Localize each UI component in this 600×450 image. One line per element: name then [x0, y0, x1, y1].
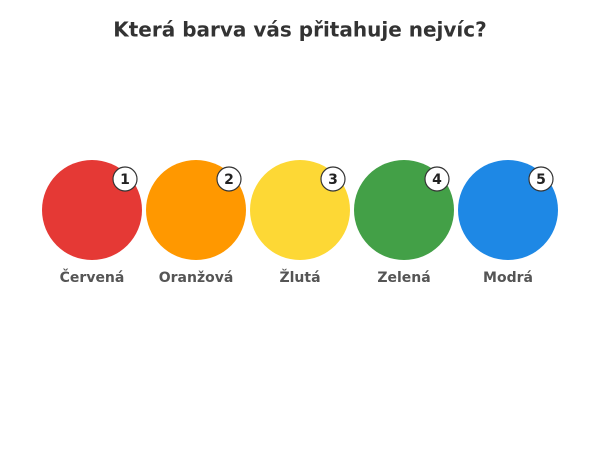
option-label: Žlutá — [279, 269, 320, 286]
number-badge — [112, 166, 138, 192]
color-option[interactable]: 1 Červená — [42, 160, 142, 286]
option-number: 5 — [536, 172, 546, 188]
number-badge — [320, 166, 346, 192]
option-number: 2 — [224, 172, 234, 188]
number-badge — [528, 166, 554, 192]
option-label: Červená — [60, 268, 125, 286]
color-option[interactable]: 5 Modrá — [458, 160, 558, 286]
number-badge — [216, 166, 242, 192]
number-badge — [424, 166, 450, 192]
option-label: Zelená — [377, 270, 430, 286]
color-option[interactable]: 4 Zelená — [354, 160, 454, 286]
option-label: Oranžová — [159, 270, 234, 286]
option-label: Modrá — [483, 270, 533, 286]
option-number: 3 — [328, 172, 338, 188]
color-option[interactable]: 2 Oranžová — [146, 160, 246, 286]
option-number: 1 — [120, 172, 130, 188]
color-option[interactable]: 3 Žlutá — [250, 160, 350, 286]
option-number: 4 — [432, 172, 442, 188]
question-title: Která barva vás přitahuje nejvíc? — [113, 18, 486, 42]
